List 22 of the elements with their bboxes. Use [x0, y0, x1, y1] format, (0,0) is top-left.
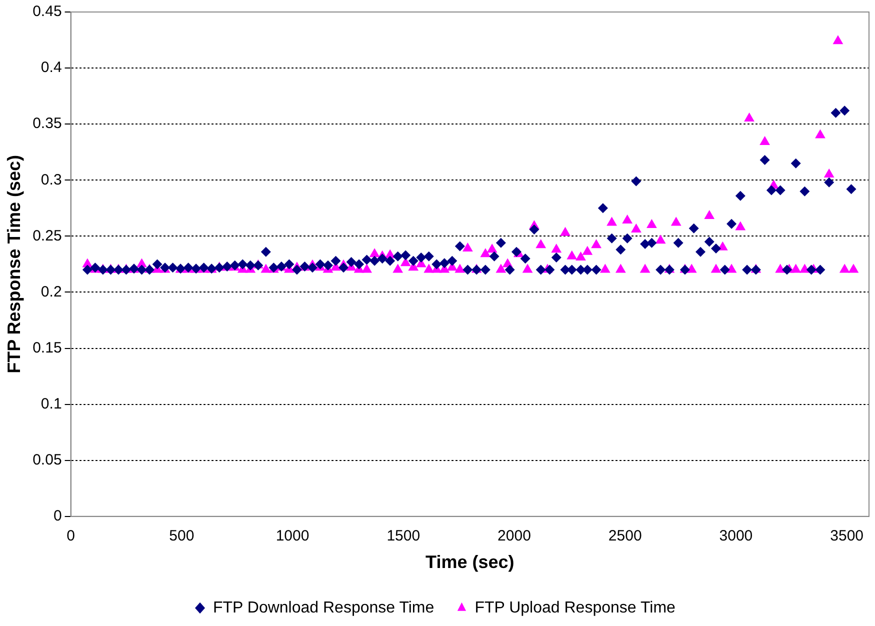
y-tick-label: 0.4 — [40, 59, 62, 76]
x-tick-label: 1000 — [276, 528, 310, 545]
x-tick-label: 2500 — [608, 528, 642, 545]
y-tick-label: 0.15 — [32, 339, 62, 356]
y-tick-label: 0.2 — [40, 283, 62, 300]
y-axis-title: FTP Response Time (sec) — [4, 154, 24, 374]
legend-label: FTP Upload Response Time — [474, 599, 676, 616]
x-tick-label: 0 — [66, 528, 75, 545]
x-tick-label: 1500 — [386, 528, 420, 545]
x-axis-title: Time (sec) — [426, 552, 514, 572]
y-tick-label: 0.35 — [32, 115, 62, 132]
x-tick-label: 500 — [169, 528, 194, 545]
y-tick-label: 0.1 — [40, 395, 62, 412]
x-tick-label: 3000 — [719, 528, 753, 545]
y-tick-label: 0.3 — [40, 171, 62, 188]
x-tick-label: 2000 — [498, 528, 531, 545]
y-tick-label: 0.25 — [32, 227, 62, 244]
y-tick-label: 0 — [53, 508, 62, 525]
legend-label: FTP Download Response Time — [213, 599, 434, 616]
y-tick-label: 0.45 — [32, 3, 62, 20]
y-tick-label: 0.05 — [32, 451, 62, 468]
x-tick-label: 3500 — [830, 528, 864, 545]
